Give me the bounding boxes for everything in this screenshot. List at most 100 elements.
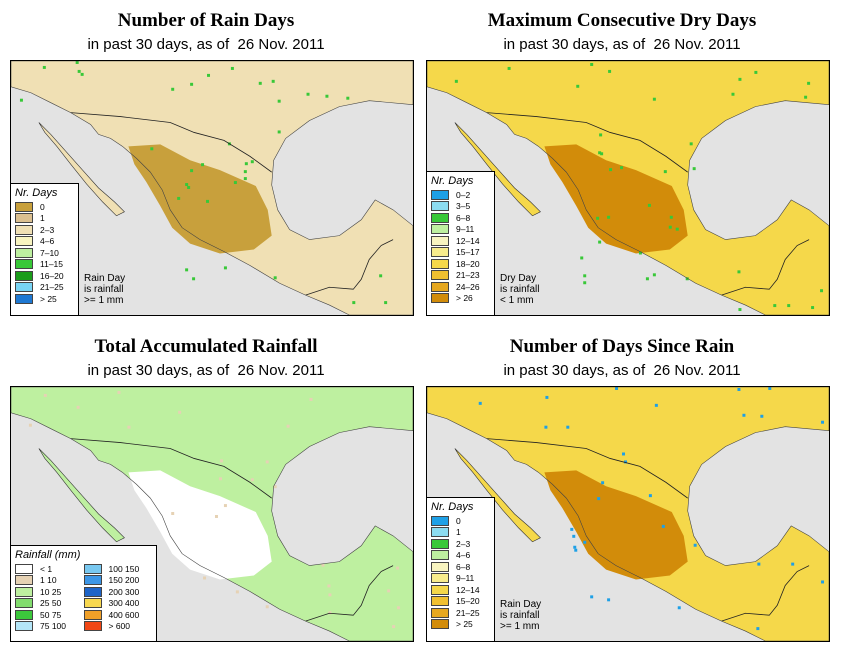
legend-label: 150 200 bbox=[108, 575, 140, 586]
interior-region bbox=[544, 470, 688, 580]
data-pixel bbox=[590, 595, 594, 599]
legend-label: 24–26 bbox=[456, 281, 480, 292]
max-dry-days-map: Nr. Days 0–2 3–5 6–8 9–11 12–14 15–17 18–20 21–… bbox=[426, 60, 830, 316]
legend-item: 9–11 bbox=[431, 224, 490, 236]
data-pixel bbox=[454, 79, 458, 83]
legend-label: 1 bbox=[40, 213, 45, 224]
legend-label: > 600 bbox=[108, 621, 131, 632]
data-pixel bbox=[566, 425, 570, 429]
legend-label: 21–25 bbox=[40, 282, 64, 293]
legend-item: 2–3 bbox=[15, 224, 74, 236]
data-pixel bbox=[600, 152, 604, 156]
legend-swatch bbox=[431, 619, 449, 630]
legend-label: 25 50 bbox=[40, 598, 62, 609]
legend-swatch bbox=[431, 258, 449, 269]
country-border bbox=[486, 438, 688, 499]
legend-item: 3–5 bbox=[431, 201, 490, 213]
data-pixel bbox=[19, 98, 23, 102]
legend-swatch bbox=[15, 563, 33, 574]
data-pixel bbox=[201, 163, 205, 167]
data-pixel bbox=[396, 566, 400, 570]
legend-swatch bbox=[431, 247, 449, 258]
data-pixel bbox=[647, 203, 651, 207]
legend-item: 24–26 bbox=[431, 281, 490, 293]
data-pixel bbox=[607, 215, 611, 219]
data-pixel bbox=[692, 167, 696, 171]
data-pixel bbox=[352, 301, 356, 305]
legend-label: 18–20 bbox=[456, 258, 480, 269]
data-pixel bbox=[624, 460, 628, 464]
data-pixel bbox=[620, 166, 624, 170]
legend-swatch bbox=[83, 563, 102, 574]
data-pixel bbox=[738, 308, 742, 312]
legend-item: 15–17 bbox=[431, 247, 490, 259]
legend-item: 12–14 bbox=[431, 584, 490, 596]
data-pixel bbox=[757, 562, 761, 566]
legend-swatch bbox=[431, 293, 449, 304]
map-legend: Nr. Days 0 1 2–3 4–6 6–8 9–11 12–14 15–20 21–25 >… bbox=[427, 497, 495, 641]
data-pixel bbox=[738, 77, 742, 81]
legend-item: 0 bbox=[431, 515, 490, 527]
data-pixel bbox=[787, 304, 791, 308]
legend-item: 300 400 bbox=[83, 598, 153, 610]
data-pixel bbox=[273, 485, 277, 489]
data-pixel bbox=[545, 395, 549, 399]
data-pixel bbox=[608, 69, 612, 73]
legend-label: 0 bbox=[40, 201, 45, 212]
data-pixel bbox=[760, 414, 764, 418]
legend-title: Nr. Days bbox=[431, 501, 474, 513]
legend-item: 12–14 bbox=[431, 235, 490, 247]
data-pixel bbox=[271, 79, 275, 83]
legend-item: 0–2 bbox=[431, 189, 490, 201]
country-border bbox=[305, 565, 394, 622]
legend-item: 21–23 bbox=[431, 270, 490, 282]
legend-swatch bbox=[15, 259, 33, 270]
data-pixel bbox=[773, 304, 777, 308]
legend-item: 50 75 bbox=[15, 609, 84, 621]
data-pixel bbox=[663, 170, 667, 174]
legend-label: 11–15 bbox=[40, 259, 64, 270]
legend-item: 4–6 bbox=[431, 550, 490, 562]
coastline bbox=[427, 61, 829, 315]
legend-item: 7–10 bbox=[15, 247, 74, 259]
legend-item: 21–25 bbox=[431, 607, 490, 619]
data-pixel bbox=[190, 169, 194, 173]
data-pixel bbox=[756, 627, 760, 631]
panel-subtitle: in past 30 days, as of 26 Nov. 2011 bbox=[87, 362, 325, 379]
legend-label: 15–20 bbox=[456, 596, 480, 607]
data-pixel bbox=[570, 527, 574, 531]
data-pixel bbox=[597, 497, 601, 501]
panel-title: Number of Rain Days bbox=[117, 10, 295, 31]
data-pixel bbox=[652, 273, 656, 277]
legend-item: 150 200 bbox=[83, 575, 153, 587]
data-pixel bbox=[652, 97, 656, 101]
legend-swatch bbox=[15, 236, 33, 247]
data-pixel bbox=[42, 65, 46, 69]
map-note: Rain Day is rainfall >= 1 mm bbox=[84, 273, 126, 306]
baja-peninsula bbox=[454, 122, 541, 217]
legend-swatch bbox=[431, 596, 449, 607]
legend-swatch bbox=[15, 201, 33, 212]
legend-item: > 26 bbox=[431, 293, 490, 305]
legend-title: Rainfall (mm) bbox=[15, 549, 81, 561]
data-pixel bbox=[507, 66, 511, 70]
legend-label: 2–3 bbox=[40, 224, 55, 235]
map-legend: Nr. Days 0–2 3–5 6–8 9–11 12–14 15–17 18–20 21–… bbox=[427, 171, 495, 315]
legend-swatch bbox=[431, 212, 449, 223]
data-pixel bbox=[327, 584, 331, 588]
legend-label: 3–5 bbox=[456, 201, 471, 212]
panel-rain-days: Number of Rain Days in past 30 days, as … bbox=[0, 0, 414, 322]
data-pixel bbox=[218, 477, 222, 481]
data-pixel bbox=[178, 410, 182, 414]
data-pixel bbox=[243, 170, 247, 174]
data-pixel bbox=[807, 81, 811, 85]
legend-item: 1 10 bbox=[15, 575, 84, 587]
legend-label: 75 100 bbox=[40, 621, 66, 632]
panel-subtitle: in past 30 days, as of 26 Nov. 2011 bbox=[503, 36, 741, 53]
legend-swatch bbox=[431, 515, 449, 526]
data-pixel bbox=[609, 168, 613, 172]
baja-peninsula bbox=[454, 448, 541, 543]
data-pixel bbox=[693, 543, 697, 547]
data-pixel bbox=[791, 562, 795, 566]
